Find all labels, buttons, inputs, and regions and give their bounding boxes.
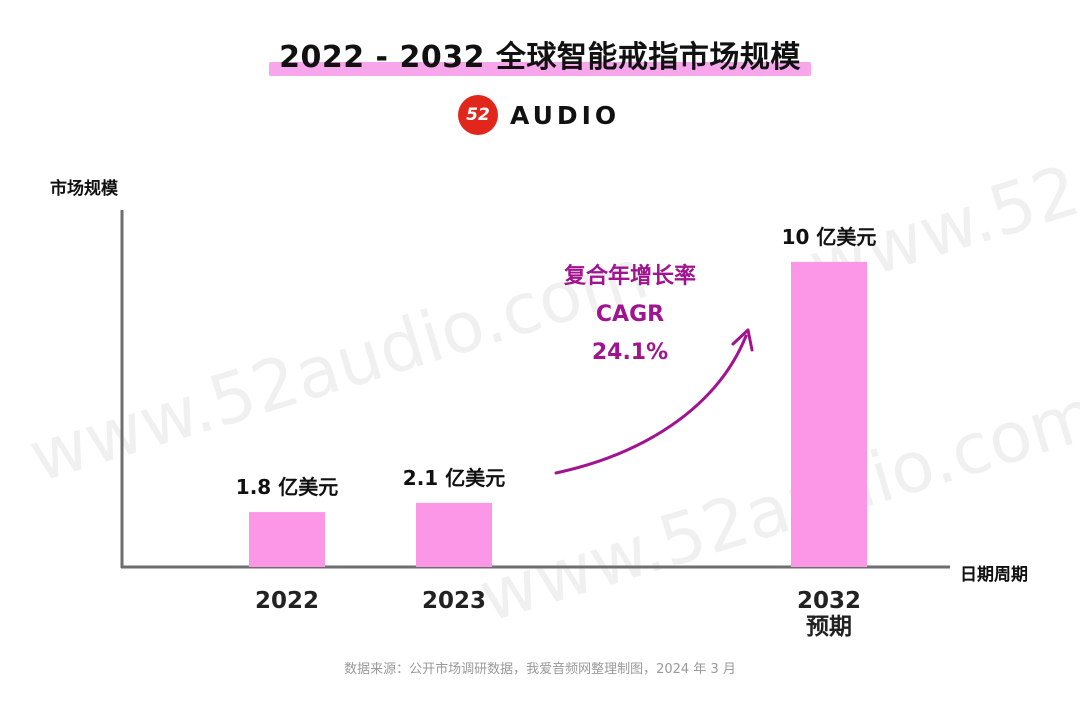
title-highlight xyxy=(269,62,811,76)
cagr-label-en: CAGR xyxy=(595,302,665,327)
value-label-2022: 1.8 亿美元 xyxy=(236,475,338,499)
logo-text: AUDIO xyxy=(510,100,621,130)
bar-2032 xyxy=(791,261,867,567)
x-tick-label-2023: 2023 xyxy=(422,588,486,614)
growth-arrow-curve xyxy=(554,334,748,475)
y-axis-label: 市场规模 xyxy=(50,179,118,199)
brand-logo: 52 AUDIO xyxy=(458,94,620,136)
cagr-annotation: 复合年增长率 CAGR 24.1% xyxy=(530,258,730,372)
bar-2023 xyxy=(416,502,492,567)
x-axis-label: 日期周期 xyxy=(960,565,1028,585)
chart-title-text: 2022 - 2032 全球智能戒指市场规模 xyxy=(279,40,801,75)
cagr-label-cn: 复合年增长率 xyxy=(563,264,696,289)
source-note: 数据来源：公开市场调研数据，我爱音频网整理制图，2024 年 3 月 xyxy=(344,662,736,677)
logo-badge-text: 52 xyxy=(466,105,490,125)
title-container: 2022 - 2032 全球智能戒指市场规模 xyxy=(0,38,1080,78)
chart-title: 2022 - 2032 全球智能戒指市场规模 xyxy=(269,38,811,78)
value-label-2023: 2.1 亿美元 xyxy=(403,466,505,490)
x-tick-sublabel-2032: 预期 xyxy=(806,614,852,640)
x-tick-label-2022: 2022 xyxy=(255,588,319,614)
value-label-2032: 10 亿美元 xyxy=(782,225,877,249)
growth-arrow-head-icon xyxy=(731,328,754,352)
cagr-value: 24.1% xyxy=(591,340,669,365)
logo-badge-icon: 52 xyxy=(458,95,498,135)
bar-2022 xyxy=(249,512,325,567)
x-tick-label-2032: 2032 xyxy=(797,588,861,614)
